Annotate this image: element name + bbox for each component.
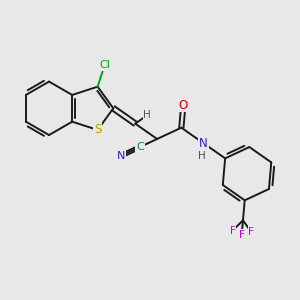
Text: S: S (94, 123, 101, 136)
Text: F: F (230, 226, 236, 236)
Text: C: C (136, 142, 144, 152)
Text: N: N (199, 136, 208, 149)
Text: F: F (239, 230, 244, 240)
Text: Cl: Cl (99, 60, 110, 70)
Text: H: H (143, 110, 151, 120)
Text: H: H (198, 151, 206, 161)
Text: N: N (117, 151, 125, 161)
Text: F: F (248, 227, 254, 237)
Text: O: O (179, 98, 188, 112)
